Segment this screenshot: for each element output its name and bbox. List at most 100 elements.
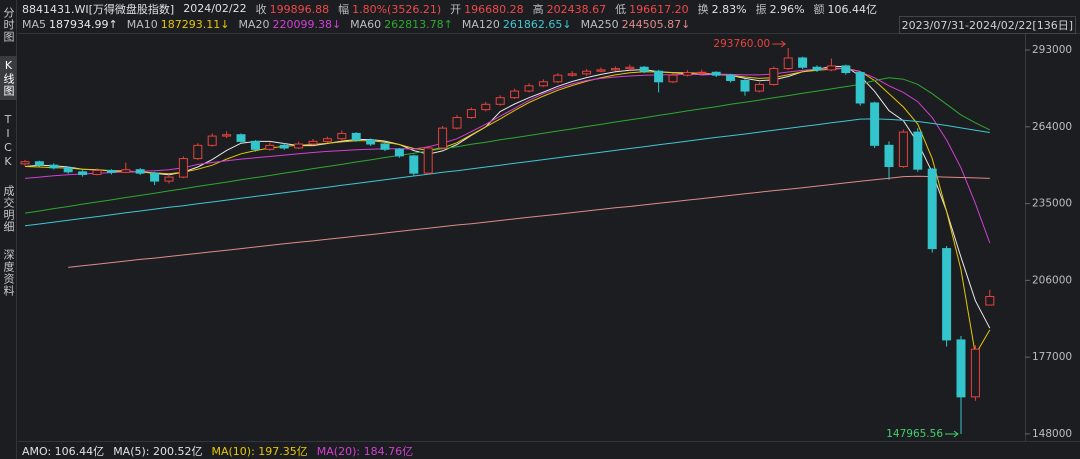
legend-value: 262813.78↑ [384, 18, 453, 31]
header-value: 202438.67 [546, 2, 607, 16]
candle-body [970, 348, 980, 398]
header-row: 8841431.WI[万得微盘股指数] 2024/02/22 收 199896.8… [22, 1, 1076, 16]
tab[interactable]: 深度资料 [2, 249, 15, 297]
ma-line [24, 65, 991, 329]
legend-value: 261862.65↓ [502, 18, 572, 31]
candle-body [841, 65, 851, 74]
candle-body [466, 109, 476, 119]
tab[interactable]: K线图 [0, 56, 17, 100]
title: 8841431.WI[万得微盘股指数] [22, 2, 175, 16]
sidebar: 分时图 K线图 TICK 成交明细深度资料 [0, 0, 17, 459]
candle-body [524, 85, 534, 92]
candle-body [754, 83, 764, 92]
date: 2024/02/22 [183, 2, 247, 15]
candle-body [394, 148, 404, 157]
candle-body [78, 171, 88, 175]
candle-body [481, 103, 491, 111]
header-item: 开 196680.28 [450, 1, 524, 17]
footer-item: MA(20): 184.76亿 [316, 444, 414, 458]
ma-line [24, 67, 991, 244]
candle-body [913, 131, 923, 170]
candle-body [380, 143, 390, 150]
tab[interactable]: TICK [1, 113, 15, 169]
candle-body [510, 90, 520, 99]
candle-body [279, 144, 289, 149]
header-label: 幅 [338, 2, 350, 16]
legend-value: 244505.87↓ [621, 18, 691, 31]
header-label: 收 [255, 2, 267, 16]
candle-body [726, 74, 736, 81]
y-tick-label: 206000 [1032, 274, 1072, 286]
footer-item: MA(5): 200.52亿 [113, 444, 203, 458]
y-tick-label: 293000 [1032, 44, 1072, 56]
annotation-arrowhead [953, 430, 959, 438]
candle-body [783, 57, 793, 70]
candle-body [927, 168, 937, 250]
header-label: 换 [697, 2, 709, 16]
legend-item: MA250 244505.87↓ [581, 18, 691, 31]
candle-body [898, 131, 908, 168]
candle-body [207, 135, 217, 146]
y-tick-label: 235000 [1032, 198, 1072, 210]
tab[interactable]: 分时图 [2, 7, 15, 43]
candle-body [711, 71, 721, 76]
candle-body [654, 70, 664, 83]
candle-body [351, 132, 361, 141]
legend-item: MA60 262813.78↑ [350, 18, 453, 31]
y-tick-label: 148000 [1032, 428, 1072, 440]
candle-body [409, 155, 419, 174]
legend-item: MA120 261862.65↓ [462, 18, 572, 31]
header-label: 振 [755, 2, 767, 16]
candle-body [423, 147, 433, 174]
date-range[interactable]: 2023/07/31-2024/02/22[136日] [898, 15, 1076, 34]
header-label: 额 [813, 2, 825, 16]
candle-body [366, 139, 376, 145]
candle-body [625, 66, 635, 70]
candle-body [956, 339, 966, 398]
candle-body [740, 79, 750, 92]
header-item: 振 2.96% [756, 1, 805, 17]
legend-item: MA20 220099.38↓ [238, 18, 341, 31]
ma-line [24, 67, 991, 356]
candle-body [178, 158, 188, 178]
candle-body [337, 132, 347, 140]
header-item: 额 106.44亿 [814, 1, 878, 17]
candle-body [49, 164, 59, 169]
candle-body [668, 74, 678, 83]
header-value: 196680.28 [464, 2, 524, 16]
legend-value: 220099.38↓ [272, 18, 342, 31]
header-value: 2.83% [711, 2, 747, 16]
candle-body [610, 68, 620, 71]
candle-body [63, 167, 73, 173]
header-value: 106.44亿 [827, 2, 878, 16]
annotation-label: 293760.00 [713, 38, 770, 50]
candle-body [855, 72, 865, 104]
candle-body [985, 296, 995, 306]
candle-body [812, 66, 822, 71]
candle-body [106, 169, 116, 173]
header-item: 换 2.83% [698, 1, 747, 17]
candle-body [682, 72, 692, 76]
candle-body [20, 161, 30, 165]
header-item: 幅 1.80%(3526.21) [338, 1, 441, 17]
candle-body [121, 169, 131, 173]
footer-item: MA(10): 197.35亿 [211, 444, 308, 458]
y-tick-label: 264000 [1032, 121, 1072, 133]
y-tick-label: 177000 [1032, 351, 1072, 363]
annotation-label: 147965.56 [886, 428, 943, 440]
header-value: 1.80%(3526.21) [352, 2, 442, 16]
candle-body [135, 169, 145, 174]
candle-body [639, 66, 649, 72]
candle-body [322, 138, 332, 142]
legend-name: MA250 [580, 18, 619, 31]
legend-name: MA120 [461, 18, 500, 31]
candle-body [438, 127, 448, 149]
ma-line [68, 175, 990, 268]
tab[interactable]: 成交明细 [2, 185, 15, 233]
candle-body [596, 69, 606, 72]
header-item: 低 196617.20 [615, 1, 689, 17]
legend-name: MA5 [22, 18, 47, 31]
candle-body [870, 102, 880, 146]
